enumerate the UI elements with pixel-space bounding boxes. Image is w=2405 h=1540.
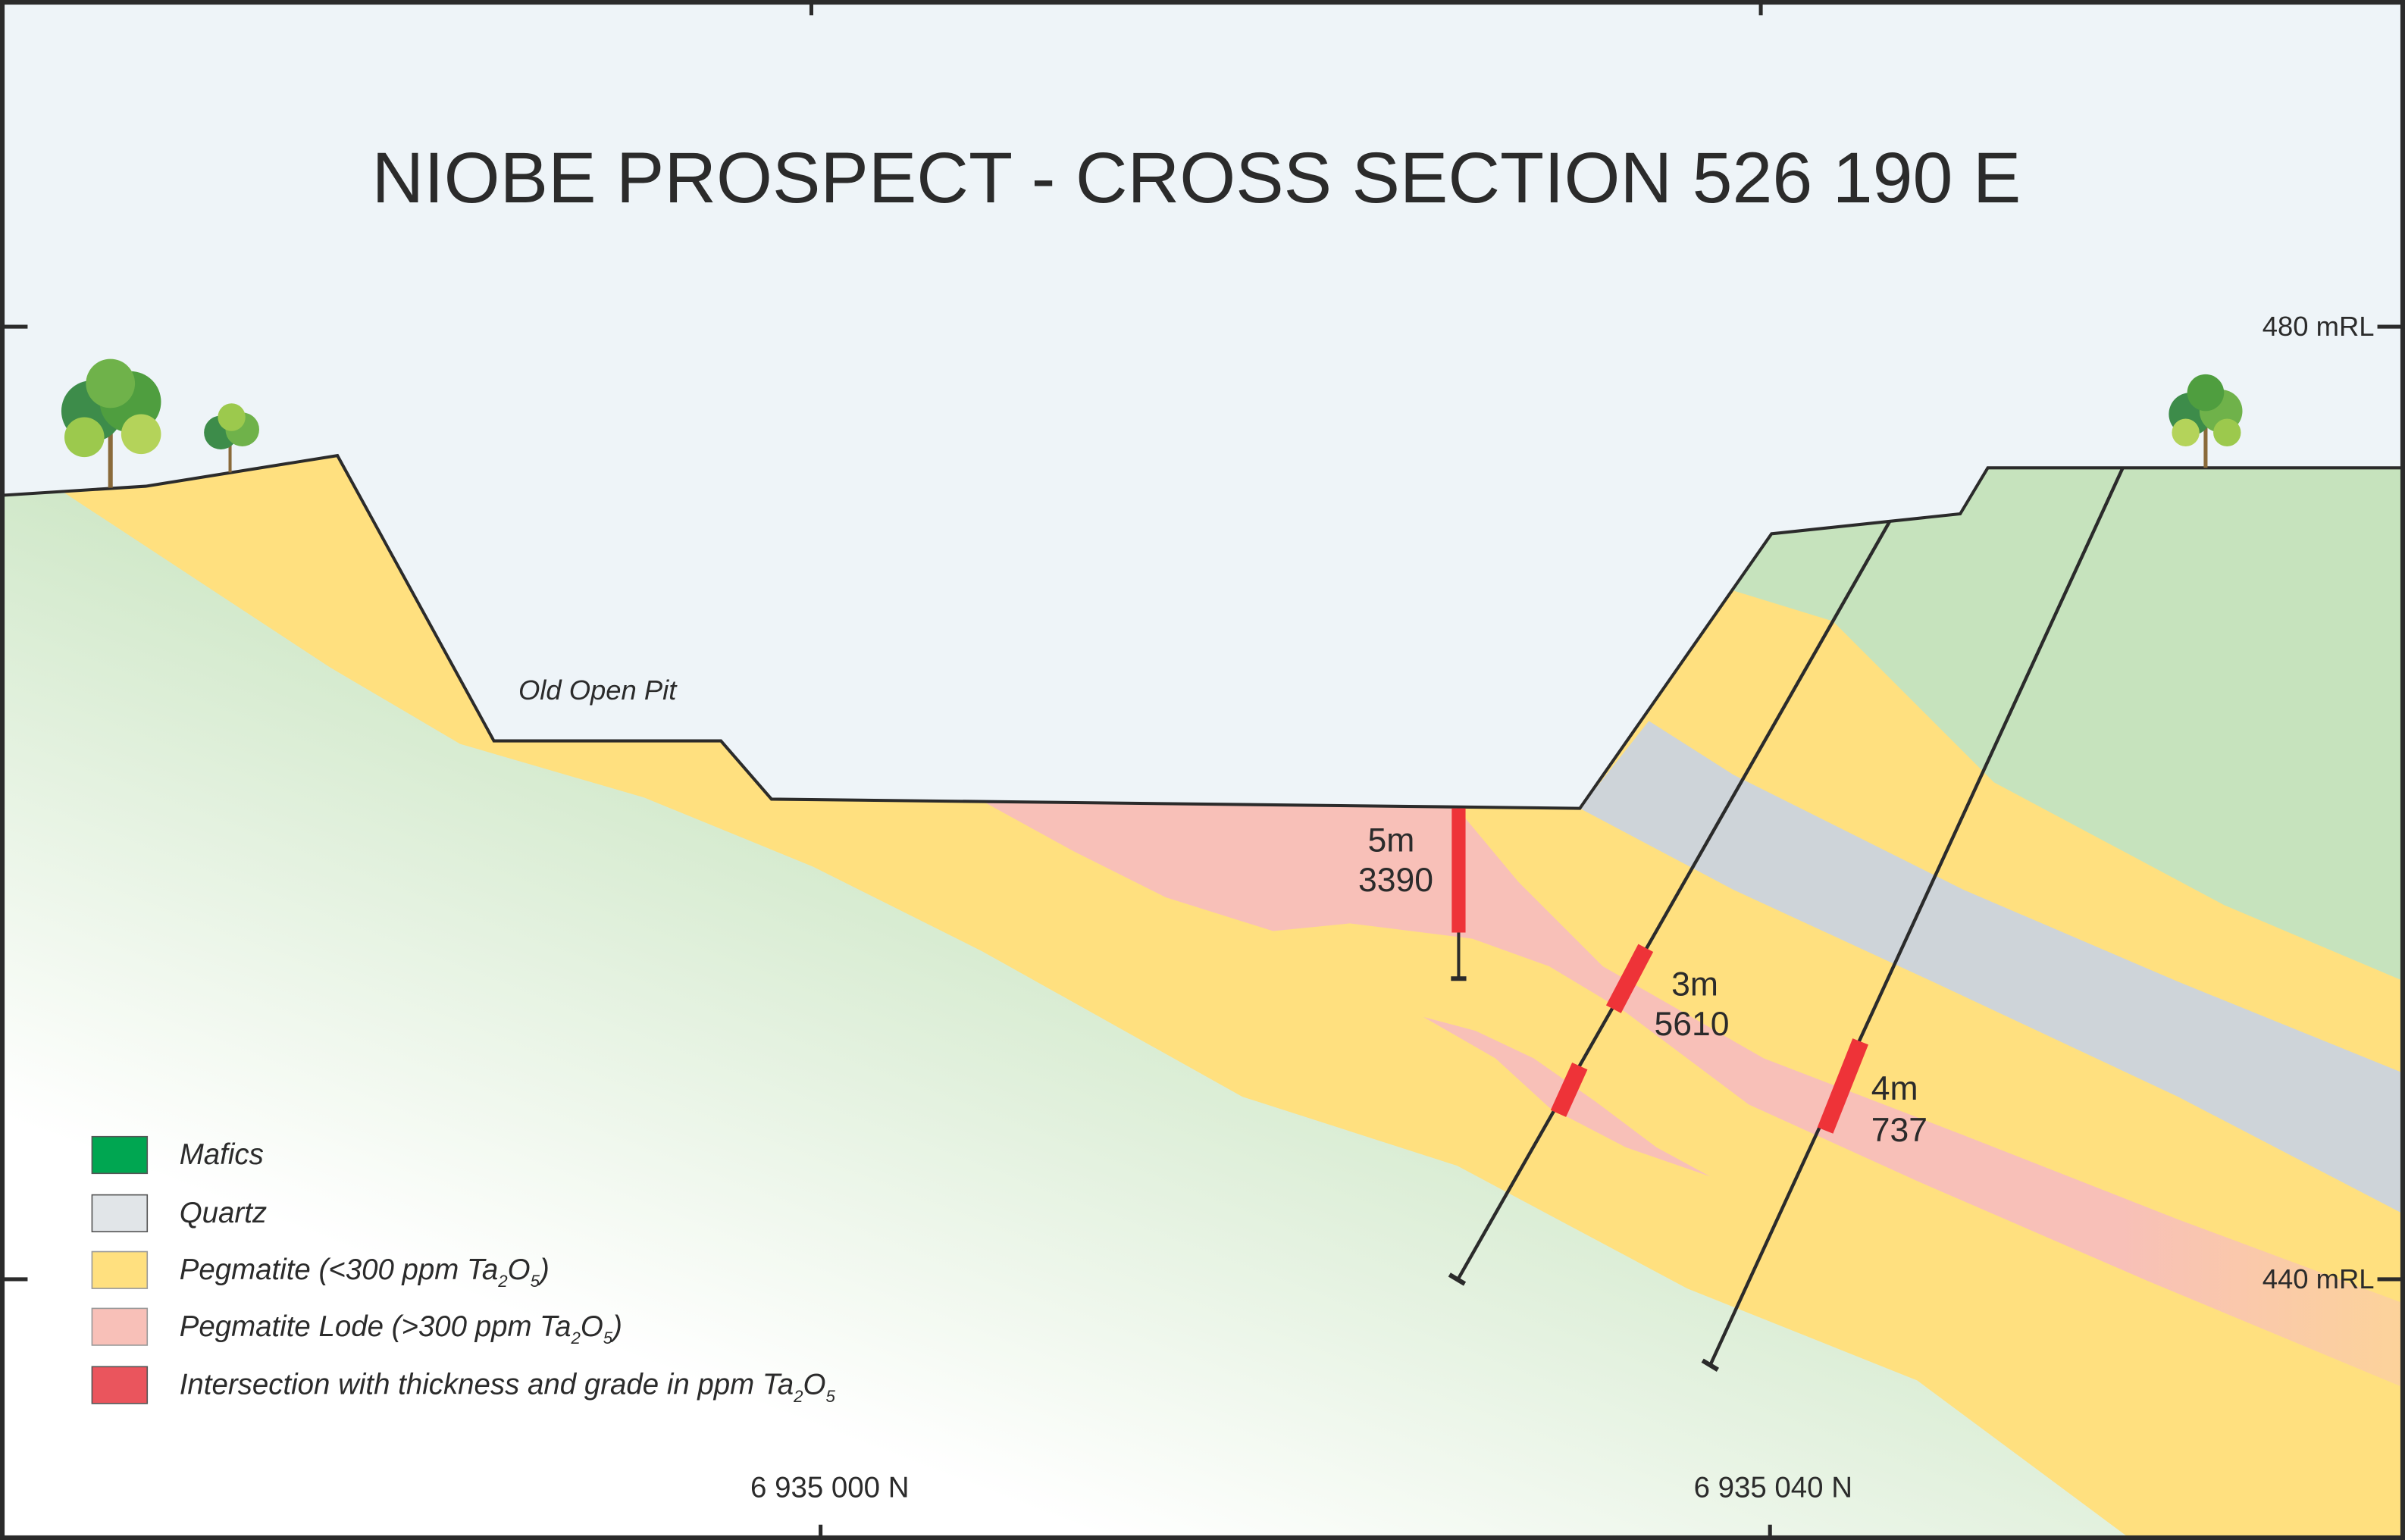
pegmatite-unit	[61, 455, 2405, 1540]
legend-label: Quartz	[180, 1197, 267, 1229]
rl-upper-label: 480 mRL	[2263, 311, 2375, 342]
intersection-marker	[1817, 1038, 1868, 1134]
legend-swatch	[91, 1194, 149, 1233]
drill-hole-2	[1448, 521, 1892, 1286]
legend-item-mafics: Mafics	[91, 1135, 264, 1175]
legend-item-quartz: Quartz	[91, 1194, 267, 1233]
legend-item-intersection: Intersection with thickness and grade in…	[91, 1366, 836, 1406]
tree-icon	[2169, 374, 2243, 468]
intersection-label: 5m 3390	[1358, 822, 1433, 899]
northing-left-label: 6 935 000 N	[750, 1471, 909, 1504]
legend-swatch	[91, 1135, 149, 1175]
page-title: NIOBE PROSPECT - CROSS SECTION 526 190 E	[372, 138, 2021, 218]
tree-icon	[61, 358, 161, 488]
legend-swatch	[91, 1366, 149, 1404]
tree-icon	[204, 403, 259, 473]
thickness-text: 4m	[1871, 1070, 1918, 1107]
intersection-label: 3m 5610	[1655, 966, 1730, 1044]
grade-text: 5610	[1655, 1006, 1730, 1043]
drill-hole-1	[1451, 808, 1467, 981]
legend-label: Mafics	[180, 1138, 264, 1171]
legend-label: Intersection with thickness and grade in…	[180, 1369, 836, 1406]
legend: Mafics Quartz Pegmatite (<300 ppm Ta2O5)…	[91, 1135, 836, 1406]
quartz-unit	[1580, 721, 2405, 1215]
intersection-label: 4m 737	[1871, 1070, 1927, 1149]
topographic-surface	[0, 453, 2405, 810]
northing-right-label: 6 935 040 N	[1694, 1471, 1852, 1504]
thickness-text: 3m	[1671, 966, 1718, 1003]
rl-lower-label: 440 mRL	[2263, 1263, 2375, 1294]
drill-hole-3	[1701, 467, 2125, 1372]
legend-item-pegmatite-lode: Pegmatite Lode (>300 ppm Ta2O5)	[91, 1307, 622, 1348]
grade-text: 737	[1871, 1112, 1927, 1149]
legend-item-pegmatite: Pegmatite (<300 ppm Ta2O5)	[91, 1250, 550, 1291]
thickness-text: 5m	[1367, 822, 1414, 859]
legend-label: Pegmatite Lode (>300 ppm Ta2O5)	[180, 1310, 622, 1348]
legend-swatch	[91, 1307, 149, 1346]
mafics-upper-right	[1733, 468, 2405, 982]
intersection-marker	[1605, 944, 1654, 1013]
grade-text: 3390	[1358, 862, 1433, 899]
intersection-marker	[1550, 1063, 1588, 1117]
legend-label: Pegmatite (<300 ppm Ta2O5)	[180, 1254, 550, 1291]
pegmatite-lode	[982, 800, 2405, 1388]
legend-swatch	[91, 1250, 149, 1289]
old-open-pit-label: Old Open Pit	[518, 675, 678, 706]
